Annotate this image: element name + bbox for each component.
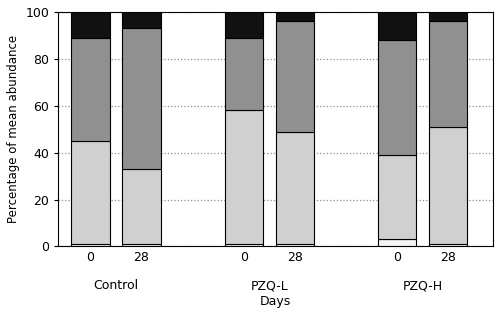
X-axis label: Days: Days bbox=[260, 295, 292, 308]
Bar bbox=[71, 12, 110, 38]
Bar bbox=[378, 40, 416, 155]
Bar bbox=[71, 38, 110, 141]
Bar bbox=[276, 12, 314, 21]
Bar bbox=[378, 240, 416, 246]
Bar bbox=[224, 38, 263, 111]
Bar bbox=[276, 244, 314, 246]
Bar bbox=[71, 141, 110, 244]
Bar bbox=[122, 28, 160, 169]
Bar bbox=[276, 21, 314, 131]
Bar bbox=[122, 244, 160, 246]
Bar bbox=[429, 12, 468, 21]
Bar bbox=[224, 111, 263, 244]
Bar bbox=[122, 169, 160, 244]
Y-axis label: Percentage of mean abundance: Percentage of mean abundance bbox=[7, 35, 20, 223]
Bar bbox=[122, 12, 160, 28]
Bar bbox=[429, 244, 468, 246]
Bar bbox=[224, 12, 263, 38]
Bar bbox=[429, 127, 468, 244]
Bar bbox=[224, 244, 263, 246]
Text: PZQ-L: PZQ-L bbox=[250, 279, 288, 292]
Bar bbox=[378, 155, 416, 240]
Bar bbox=[71, 244, 110, 246]
Text: Control: Control bbox=[94, 279, 138, 292]
Bar bbox=[276, 131, 314, 244]
Text: PZQ-H: PZQ-H bbox=[402, 279, 443, 292]
Bar bbox=[429, 21, 468, 127]
Bar bbox=[378, 12, 416, 40]
